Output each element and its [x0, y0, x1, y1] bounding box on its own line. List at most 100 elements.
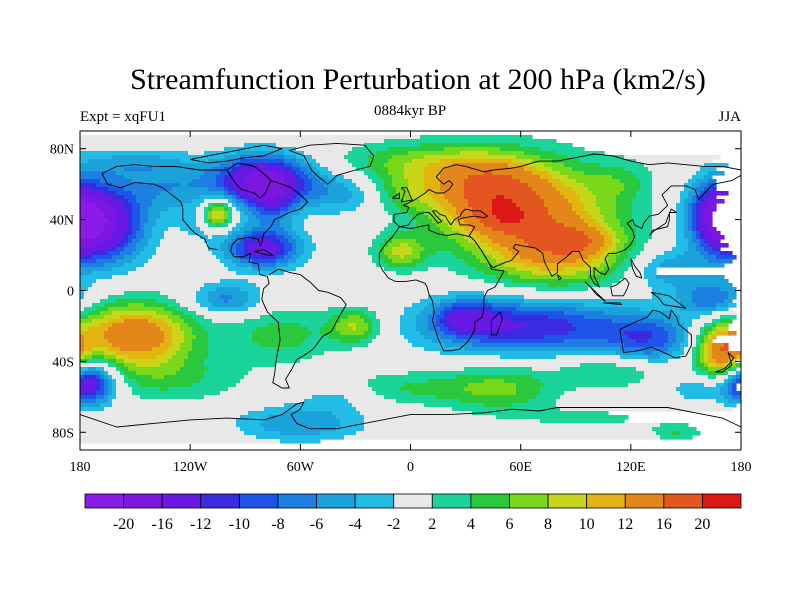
field-cell: [92, 251, 109, 256]
field-cell: [672, 343, 681, 348]
field-cell: [84, 339, 109, 344]
field-cell: [696, 371, 709, 376]
field-cell: [436, 323, 445, 328]
field-cell: [108, 219, 117, 224]
field-cell: [632, 263, 649, 268]
field-cell: [472, 343, 625, 348]
field-cell: [292, 199, 301, 204]
field-cell: [188, 231, 205, 236]
colorbar-swatch: [161, 493, 202, 509]
field-cell: [124, 203, 133, 208]
field-cell: [80, 387, 97, 392]
x-tick-label: 0: [407, 460, 414, 475]
field-cell: [248, 291, 261, 296]
field-cell: [696, 203, 701, 208]
field-cell: [356, 407, 453, 412]
field-cell: [316, 243, 373, 248]
field-cell: [296, 159, 305, 164]
field-cell: [232, 195, 237, 200]
field-cell: [276, 195, 293, 200]
field-cell: [112, 155, 161, 160]
field-cell: [404, 255, 421, 260]
field-cell: [700, 347, 705, 352]
field-cell: [644, 243, 677, 248]
field-cell: [640, 251, 665, 256]
field-cell: [688, 243, 697, 248]
field-cell: [164, 351, 177, 356]
field-cell: [512, 175, 541, 180]
field-cell: [240, 255, 253, 260]
field-cell: [456, 255, 477, 260]
field-cell: [300, 199, 309, 204]
field-cell: [80, 419, 237, 424]
field-cell: [284, 271, 397, 276]
field-cell: [212, 211, 225, 216]
field-cell: [104, 351, 117, 356]
field-cell: [404, 163, 429, 168]
coastline: [648, 208, 678, 236]
field-cell: [700, 351, 705, 356]
field-cell: [400, 243, 409, 248]
field-cell: [80, 403, 101, 408]
field-cell: [564, 311, 605, 316]
field-cell: [400, 319, 417, 324]
field-cell: [692, 351, 697, 356]
field-cell: [736, 363, 741, 368]
field-cell: [652, 427, 697, 432]
field-cell: [604, 311, 673, 316]
field-cell: [232, 175, 249, 180]
field-cell: [276, 235, 285, 240]
field-cell: [184, 359, 205, 364]
field-cell: [248, 299, 261, 304]
field-cell: [720, 387, 729, 392]
field-cell: [292, 235, 301, 240]
field-cell: [476, 243, 489, 248]
colorbar-label: 10: [579, 516, 595, 533]
field-cell: [700, 231, 705, 236]
field-cell: [564, 267, 593, 272]
field-cell: [512, 403, 557, 408]
field-cell: [116, 211, 129, 216]
field-cell: [80, 315, 89, 320]
field-cell: [496, 215, 525, 220]
field-cell: [484, 379, 505, 384]
field-cell: [108, 295, 169, 300]
field-cell: [616, 235, 629, 240]
field-cell: [612, 235, 617, 240]
field-cell: [128, 215, 133, 220]
field-cell: [548, 211, 577, 216]
colorbar-label: 8: [544, 516, 552, 533]
field-cell: [436, 331, 445, 336]
field-cell: [696, 355, 701, 360]
field-cell: [236, 223, 245, 228]
field-cell: [96, 375, 101, 380]
field-cell: [400, 387, 465, 392]
field-cell: [400, 195, 413, 200]
field-cell: [196, 335, 209, 340]
field-cell: [208, 223, 217, 228]
field-cell: [704, 335, 709, 340]
field-cell: [448, 319, 513, 324]
field-cell: [160, 343, 173, 348]
field-cell: [140, 215, 149, 220]
field-cell: [440, 171, 485, 176]
field-cell: [80, 167, 125, 172]
field-cell: [692, 223, 697, 228]
field-cell: [688, 179, 697, 184]
field-cell: [640, 183, 653, 188]
field-cell: [692, 319, 713, 324]
field-cell: [192, 179, 217, 184]
field-cell: [508, 271, 533, 276]
field-cell: [152, 227, 169, 232]
field-cell: [372, 331, 381, 336]
field-cell: [456, 239, 469, 244]
field-cell: [616, 207, 633, 212]
field-cell: [408, 187, 425, 192]
field-cell: [600, 231, 609, 236]
field-cell: [676, 227, 685, 232]
field-cell: [364, 415, 497, 420]
field-cell: [712, 191, 729, 196]
field-cell: [204, 375, 245, 380]
field-cell: [424, 155, 517, 160]
field-cell: [428, 315, 437, 320]
